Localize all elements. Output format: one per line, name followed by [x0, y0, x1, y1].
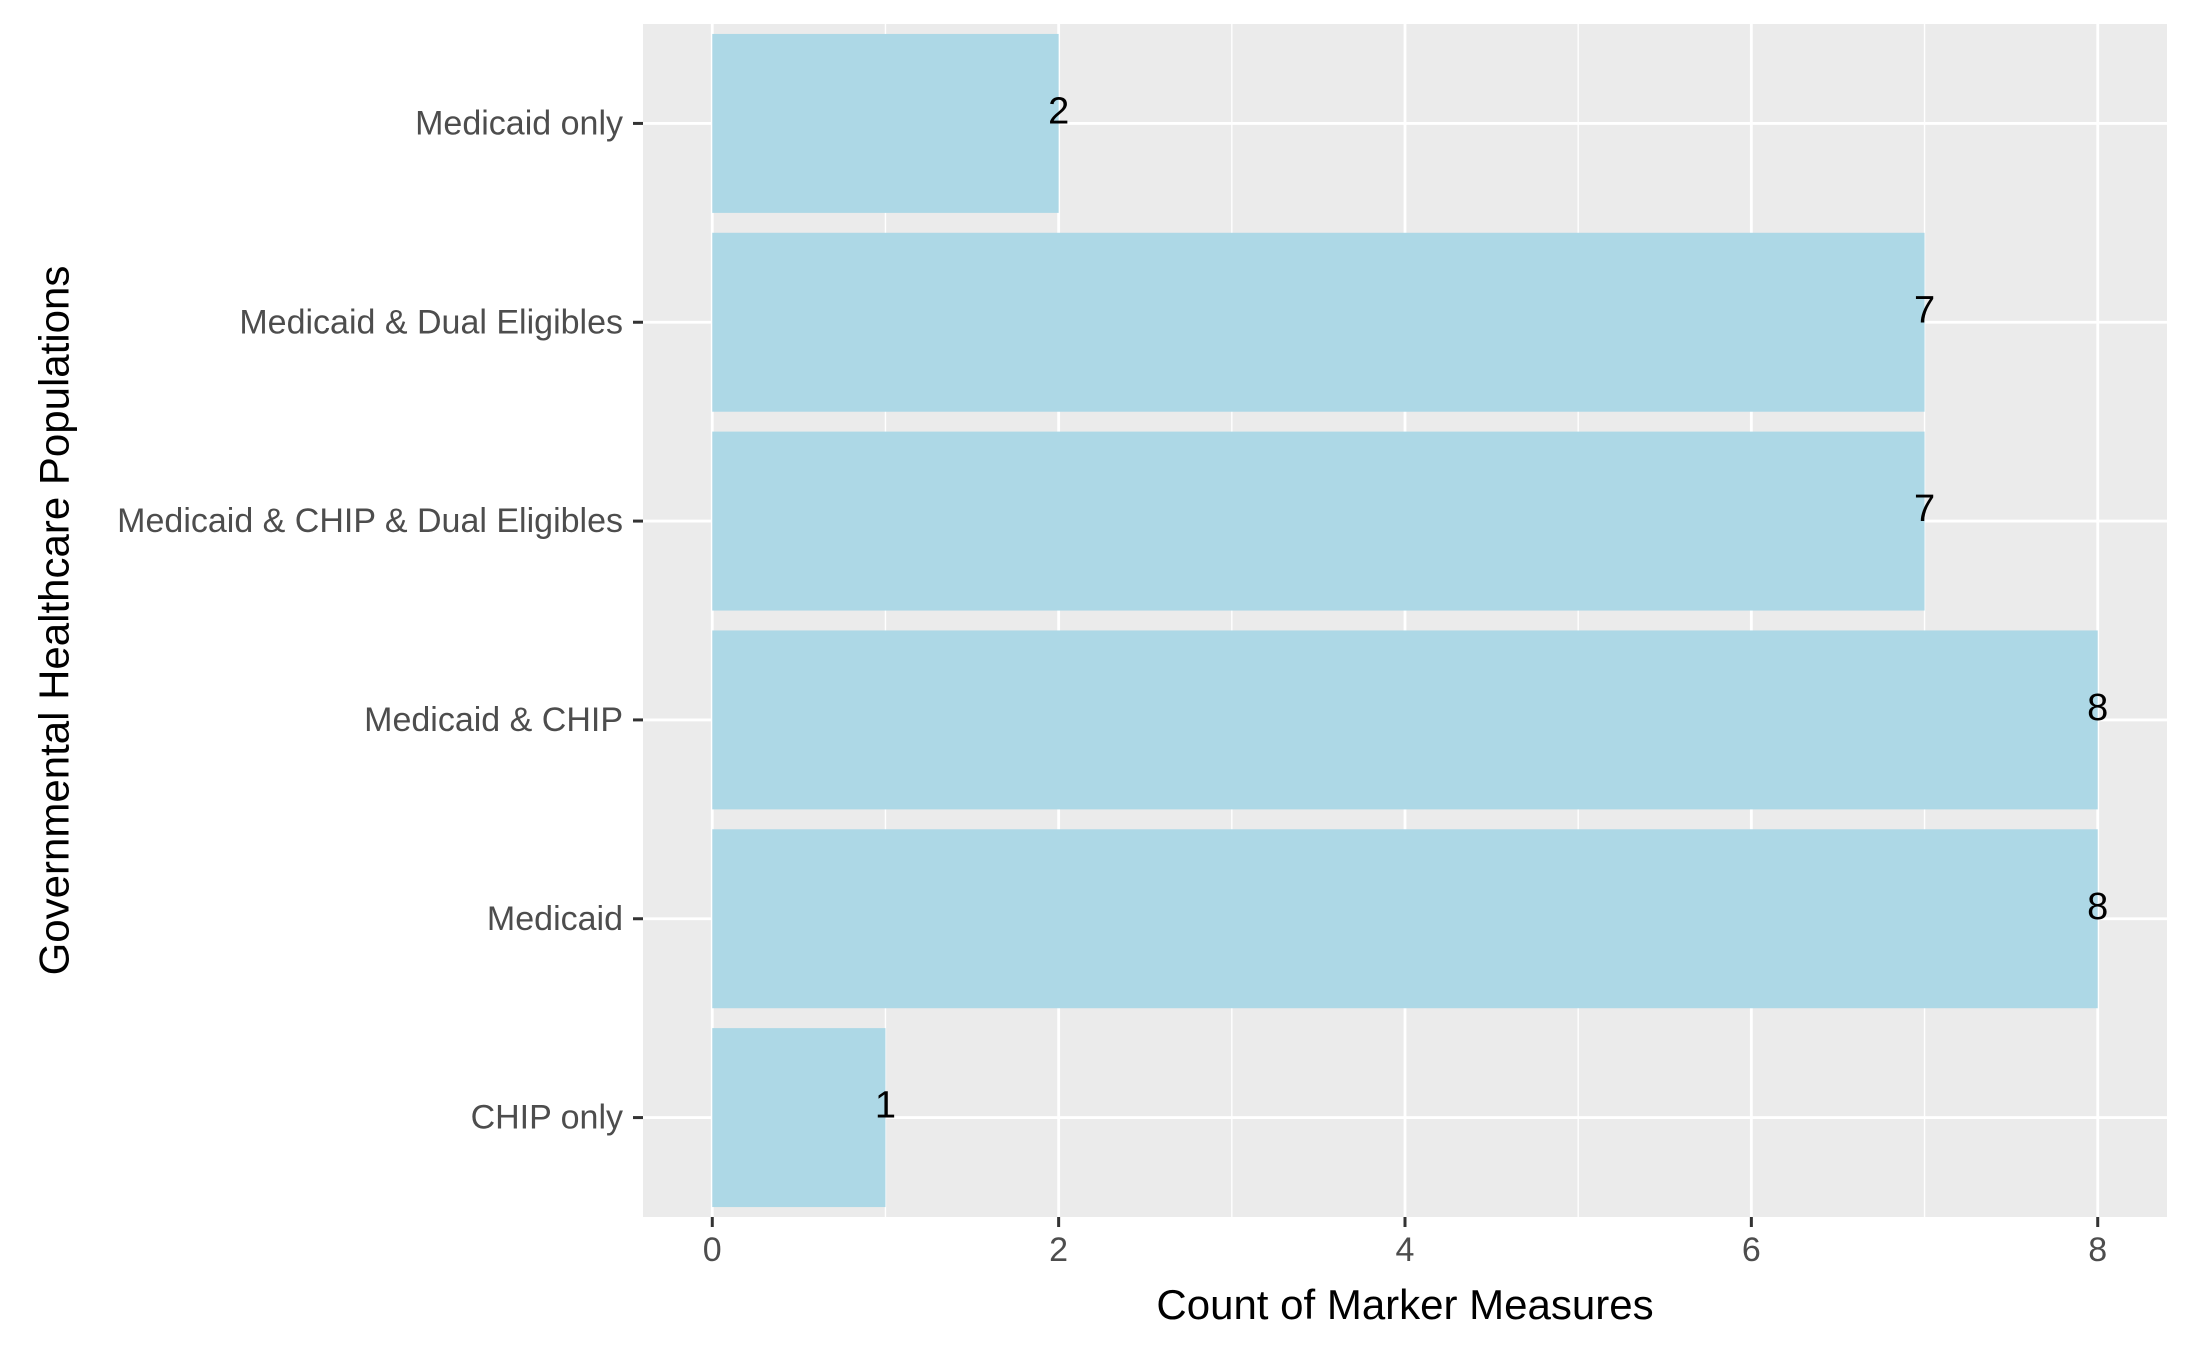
bars [712, 33, 2098, 1208]
data-label: 2 [1048, 90, 1069, 132]
bar [712, 829, 2098, 1009]
minor-gridlines [884, 24, 1926, 1217]
y-axis: CHIP only Medicaid Medicaid & CHIP Medicaid… [117, 104, 643, 1137]
bar [712, 33, 1059, 213]
bar [712, 232, 1925, 412]
data-label: 7 [1914, 289, 1935, 331]
y-tick-label: Medicaid [487, 900, 623, 938]
y-axis-title: Governmental Healthcare Populations [31, 266, 78, 976]
bar [712, 1028, 886, 1208]
y-tick-label: Medicaid & Dual Eligibles [239, 303, 623, 341]
x-tick-label: 0 [703, 1231, 722, 1269]
data-label: 1 [875, 1085, 896, 1127]
x-tick-label: 6 [1742, 1231, 1761, 1269]
data-label: 8 [2087, 886, 2108, 928]
data-label: 8 [2087, 687, 2108, 729]
x-axis-title: Count of Marker Measures [1156, 1281, 1653, 1328]
y-tick-label: Medicaid only [415, 104, 623, 142]
data-label: 7 [1914, 488, 1935, 530]
x-tick-label: 8 [2088, 1231, 2107, 1269]
y-tick-label: CHIP only [471, 1099, 623, 1137]
data-labels: 1 8 8 7 7 2 [875, 90, 2108, 1126]
bar [712, 431, 1925, 611]
y-tick-label: Medicaid & CHIP [364, 701, 623, 739]
bar [712, 630, 2098, 810]
y-tick-label: Medicaid & CHIP & Dual Eligibles [117, 502, 623, 540]
x-tick-label: 2 [1049, 1231, 1068, 1269]
x-axis: 0 2 4 6 8 [703, 1217, 2107, 1269]
x-tick-label: 4 [1396, 1231, 1415, 1269]
